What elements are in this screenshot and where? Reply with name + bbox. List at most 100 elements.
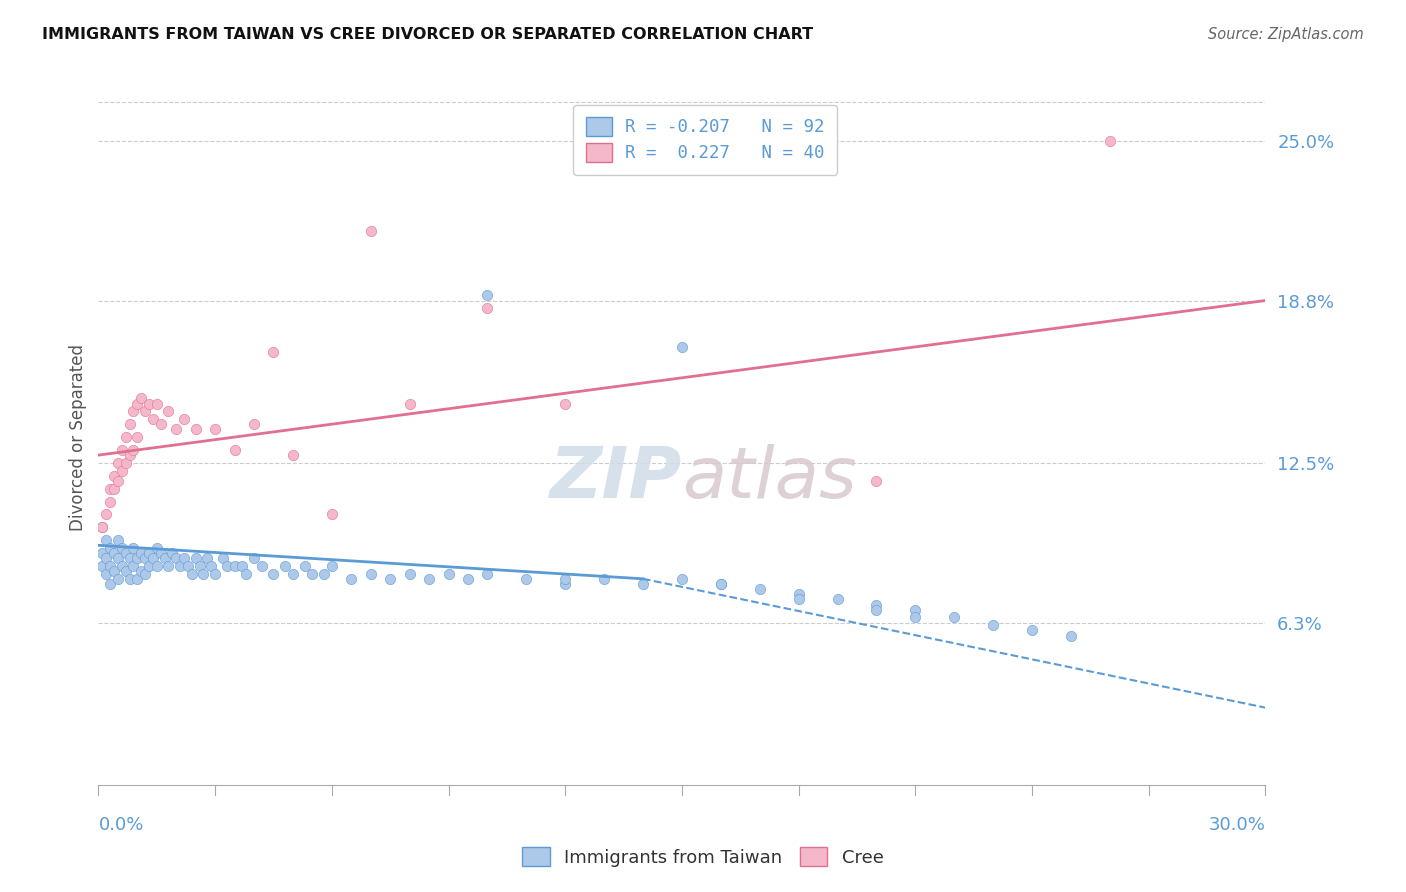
Point <box>138 396 160 410</box>
Point <box>129 392 152 406</box>
Point <box>173 551 195 566</box>
Point <box>107 533 129 548</box>
Point <box>127 551 149 566</box>
Point <box>122 558 145 573</box>
Point <box>91 520 114 534</box>
Point <box>114 456 136 470</box>
Point <box>787 592 810 607</box>
Point <box>149 417 172 432</box>
Point <box>98 541 121 555</box>
Point <box>593 572 616 586</box>
Point <box>224 442 246 457</box>
Point <box>360 224 382 238</box>
Point <box>122 442 145 457</box>
Point <box>477 288 499 302</box>
Point <box>1021 624 1043 638</box>
Point <box>281 566 304 581</box>
Point <box>157 404 180 418</box>
Text: 30.0%: 30.0% <box>1209 816 1265 834</box>
Point <box>98 558 121 573</box>
Point <box>710 577 733 591</box>
Point <box>243 417 266 432</box>
Point <box>865 474 887 488</box>
Point <box>378 572 402 586</box>
Point <box>515 572 537 586</box>
Point <box>235 566 257 581</box>
Point <box>138 558 160 573</box>
Point <box>103 482 125 496</box>
Point <box>96 533 118 548</box>
Point <box>146 396 169 410</box>
Point <box>118 551 141 566</box>
Point <box>294 558 316 573</box>
Point <box>98 577 121 591</box>
Point <box>142 551 165 566</box>
Point <box>103 468 125 483</box>
Point <box>127 430 149 444</box>
Text: 0.0%: 0.0% <box>98 816 143 834</box>
Point <box>107 551 129 566</box>
Point <box>173 412 195 426</box>
Point <box>631 577 654 591</box>
Legend: R = -0.207   N = 92, R =  0.227   N = 40: R = -0.207 N = 92, R = 0.227 N = 40 <box>574 105 837 175</box>
Point <box>554 572 576 586</box>
Point <box>146 541 169 555</box>
Point <box>138 546 160 560</box>
Point <box>127 572 149 586</box>
Y-axis label: Divorced or Separated: Divorced or Separated <box>69 343 87 531</box>
Point <box>111 541 134 555</box>
Point <box>129 564 152 578</box>
Point <box>127 396 149 410</box>
Text: IMMIGRANTS FROM TAIWAN VS CREE DIVORCED OR SEPARATED CORRELATION CHART: IMMIGRANTS FROM TAIWAN VS CREE DIVORCED … <box>42 27 813 42</box>
Point <box>865 598 887 612</box>
Point <box>671 572 693 586</box>
Point <box>204 422 226 436</box>
Point <box>96 508 118 522</box>
Point <box>162 546 184 560</box>
Point <box>96 551 118 566</box>
Point <box>98 494 121 508</box>
Point <box>114 564 136 578</box>
Point <box>146 558 169 573</box>
Point <box>787 587 810 601</box>
Point <box>107 456 129 470</box>
Point <box>231 558 253 573</box>
Point <box>904 603 927 617</box>
Point <box>554 396 576 410</box>
Point <box>188 558 211 573</box>
Point <box>134 551 156 566</box>
Point <box>149 546 172 560</box>
Point <box>118 448 141 462</box>
Point <box>134 404 156 418</box>
Point <box>122 404 145 418</box>
Point <box>91 546 114 560</box>
Point <box>301 566 323 581</box>
Point <box>114 546 136 560</box>
Point <box>165 422 187 436</box>
Point <box>554 577 576 591</box>
Point <box>671 340 693 354</box>
Point <box>204 566 226 581</box>
Point <box>98 482 121 496</box>
Point <box>118 417 141 432</box>
Point <box>169 558 191 573</box>
Point <box>157 558 180 573</box>
Point <box>710 577 733 591</box>
Point <box>153 551 176 566</box>
Point <box>418 572 440 586</box>
Point <box>103 564 125 578</box>
Point <box>312 566 335 581</box>
Point <box>165 551 187 566</box>
Text: atlas: atlas <box>682 444 856 513</box>
Point <box>457 572 479 586</box>
Point <box>981 618 1004 632</box>
Point <box>748 582 770 596</box>
Point <box>122 541 145 555</box>
Point <box>134 566 156 581</box>
Point <box>180 566 202 581</box>
Point <box>827 592 849 607</box>
Point <box>262 345 284 359</box>
Point <box>107 572 129 586</box>
Point <box>111 442 134 457</box>
Point <box>274 558 297 573</box>
